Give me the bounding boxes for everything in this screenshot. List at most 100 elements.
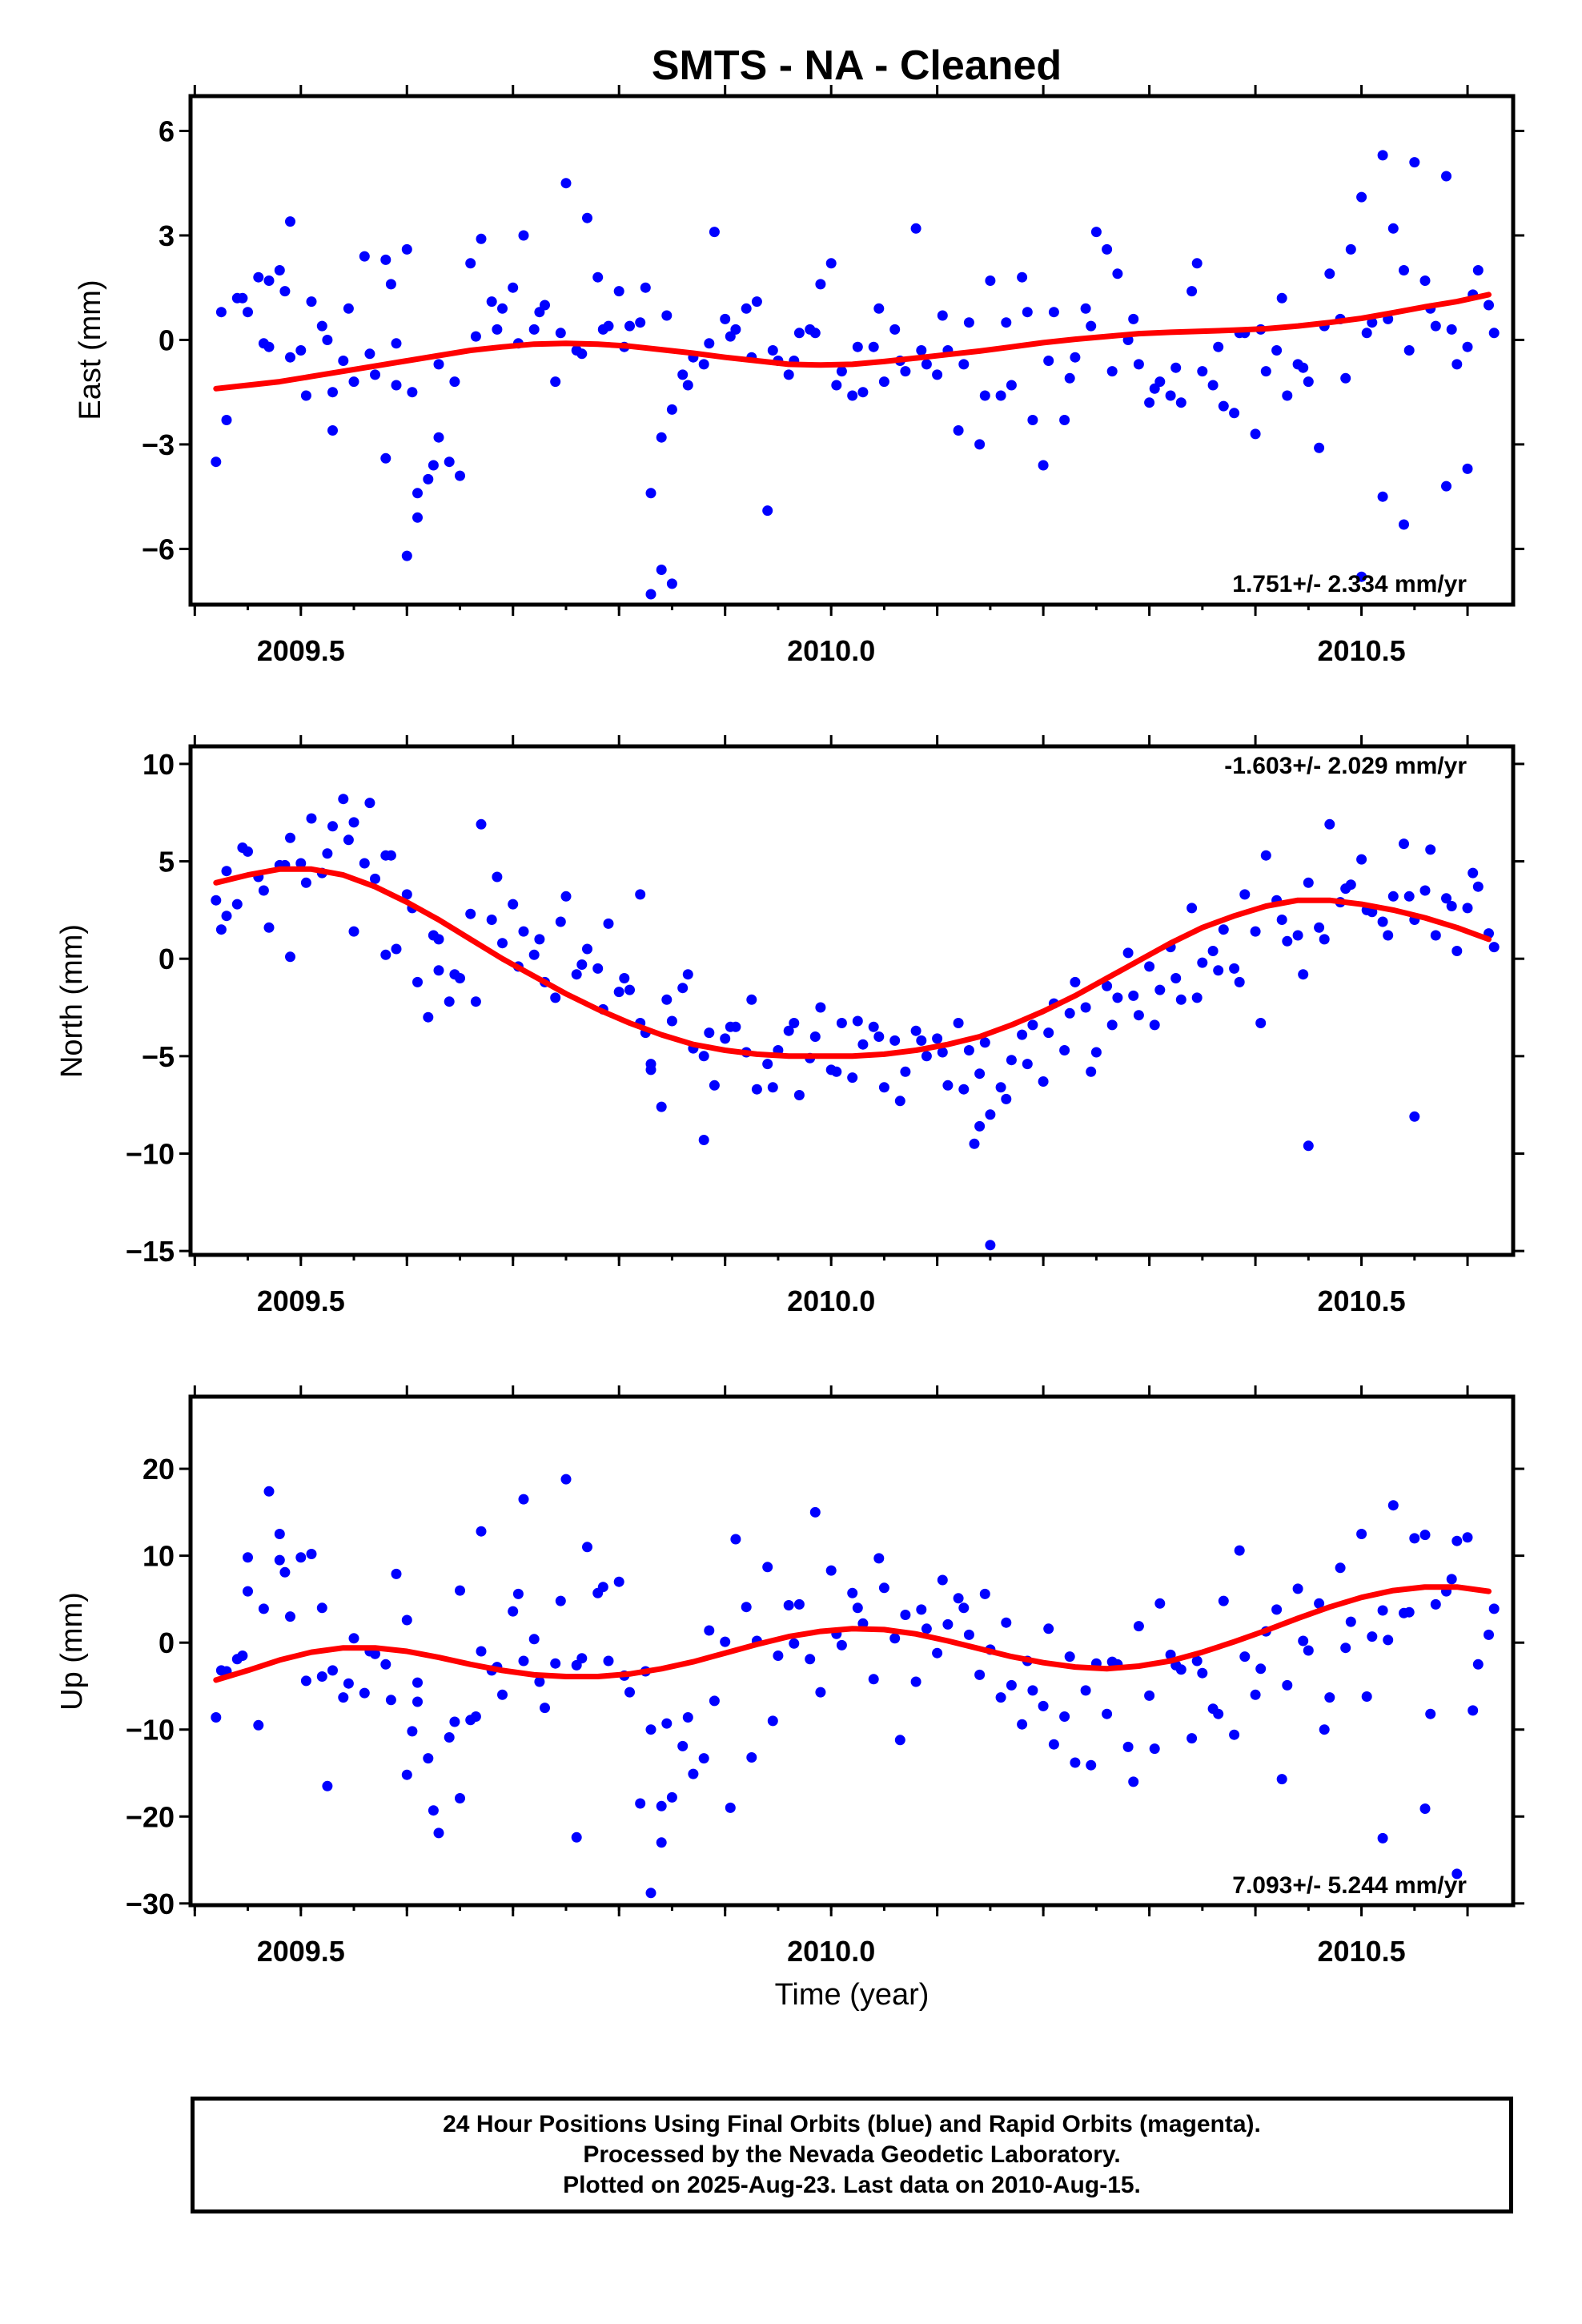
east-data-point	[1112, 268, 1123, 279]
east-data-point	[253, 271, 264, 283]
east-data-point	[1213, 341, 1224, 352]
up-data-point	[953, 1593, 964, 1604]
north-data-point	[1086, 1066, 1097, 1077]
east-data-point	[1276, 292, 1287, 304]
north-data-point	[1468, 867, 1479, 879]
north-data-point	[465, 908, 476, 919]
north-data-point	[300, 877, 311, 888]
north-data-point	[1430, 930, 1441, 941]
north-data-point	[1149, 1019, 1160, 1031]
north-data-point	[1218, 924, 1229, 935]
east-fit-curve	[213, 292, 1492, 392]
up-data-point	[412, 1696, 423, 1707]
north-data-point	[916, 1035, 927, 1046]
east-data-point	[1356, 571, 1367, 582]
east-y-axis-label: East (mm)	[74, 279, 107, 420]
north-data-point	[1292, 930, 1303, 941]
east-data-point	[423, 473, 434, 485]
east-data-point	[1186, 286, 1198, 297]
north-data-point	[258, 885, 269, 896]
north-data-point	[1250, 926, 1261, 937]
east-data-point	[300, 390, 311, 401]
north-data-point	[1017, 1029, 1028, 1040]
north-data-point	[1112, 992, 1123, 1003]
up-data-point	[656, 1800, 667, 1811]
north-data-point	[237, 842, 248, 853]
north-data-point	[1303, 1140, 1314, 1152]
east-y-tick-label: 6	[159, 115, 175, 147]
up-data-point	[1070, 1757, 1081, 1768]
east-x-tick-label: 2010.5	[1318, 634, 1406, 667]
north-data-point	[709, 1080, 720, 1091]
east-data-point	[306, 296, 317, 308]
east-data-point	[1430, 320, 1441, 332]
north-data-point	[285, 832, 295, 843]
up-data-point	[597, 1582, 608, 1593]
east-data-point	[836, 366, 847, 377]
north-x-tick-label: 2010.0	[787, 1285, 875, 1317]
east-data-point	[1250, 428, 1261, 440]
east-data-point	[470, 331, 481, 342]
up-data-point	[1361, 1691, 1372, 1702]
north-data-point	[624, 984, 635, 995]
up-data-point	[380, 1659, 391, 1670]
up-data-point	[243, 1586, 253, 1597]
up-data-point	[428, 1805, 439, 1816]
up-data-point	[1218, 1595, 1229, 1606]
up-data-point	[682, 1712, 693, 1723]
east-data-point	[237, 292, 248, 304]
up-data-point	[359, 1687, 370, 1699]
east-data-point	[1048, 307, 1059, 318]
east-data-point	[979, 390, 990, 401]
up-data-point	[974, 1669, 986, 1680]
up-data-point	[508, 1606, 519, 1617]
up-data-point	[942, 1618, 954, 1630]
north-data-point	[492, 871, 503, 883]
north-data-point	[974, 1068, 986, 1080]
east-data-point	[1149, 383, 1160, 394]
up-data-point	[773, 1651, 784, 1661]
up-data-point	[1377, 1605, 1388, 1616]
east-data-point	[831, 380, 842, 391]
north-y-tick-label: 10	[143, 748, 175, 781]
north-data-point	[534, 934, 545, 945]
north-data-point	[1122, 947, 1134, 959]
east-data-point	[1001, 317, 1012, 328]
up-data-point	[1038, 1700, 1049, 1711]
east-data-point	[1399, 265, 1409, 275]
north-data-point	[1425, 844, 1436, 855]
up-data-point	[1446, 1574, 1457, 1585]
east-data-point	[1106, 366, 1118, 377]
north-data-point	[1314, 922, 1325, 933]
north-data-point	[878, 1082, 889, 1093]
up-data-point	[1484, 1629, 1494, 1640]
up-data-point	[1234, 1545, 1245, 1556]
east-data-point	[285, 352, 295, 363]
up-data-point	[295, 1552, 307, 1563]
up-panel: −30 −20 −10 0 10 20 2009.5 2010.0 2010.5 Up (mm)…	[55, 1385, 1524, 1968]
north-data-point	[1059, 1045, 1070, 1055]
east-data-point	[1356, 191, 1367, 203]
up-x-tick-label: 2009.5	[257, 1935, 345, 1968]
east-data-point	[455, 470, 465, 481]
east-data-point	[751, 296, 762, 308]
up-data-point	[1324, 1692, 1335, 1703]
up-data-point	[1064, 1651, 1075, 1663]
north-data-point	[486, 915, 497, 925]
north-data-point	[1106, 1019, 1118, 1031]
up-data-point	[1048, 1739, 1059, 1750]
east-data-point	[932, 369, 943, 380]
up-data-point	[857, 1618, 869, 1629]
east-data-point	[343, 303, 354, 314]
north-y-axis-label: North (mm)	[55, 924, 89, 1078]
east-data-point	[592, 271, 604, 283]
up-data-point	[1409, 1533, 1420, 1544]
north-data-point	[1377, 916, 1388, 927]
up-data-point	[789, 1638, 800, 1649]
east-data-point	[645, 488, 656, 499]
up-data-point	[444, 1732, 455, 1743]
east-data-point	[582, 212, 592, 223]
north-data-point	[789, 1018, 800, 1028]
up-data-point	[412, 1677, 423, 1688]
